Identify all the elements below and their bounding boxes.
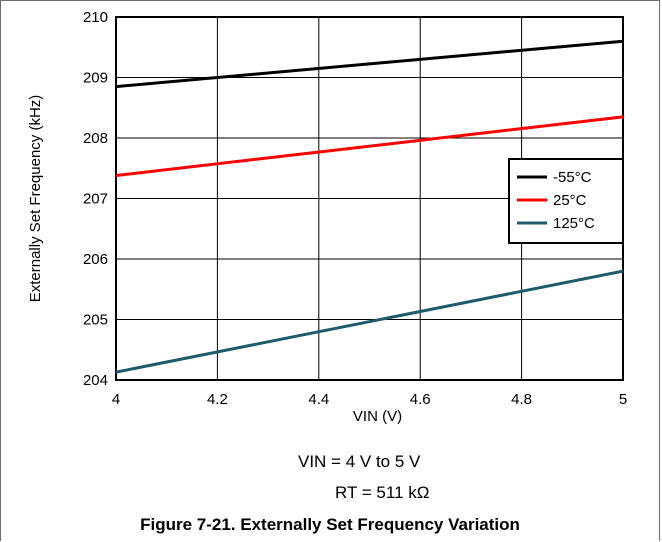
x-tick-label: 4.6 <box>410 391 431 408</box>
figure-caption: Figure 7-21. Externally Set Frequency Va… <box>140 515 520 534</box>
y-tick-labels: 204 205 206 207 208 209 210 <box>83 9 108 389</box>
legend-label: 25°C <box>553 192 587 209</box>
x-tick-label: 4.2 <box>207 391 228 408</box>
y-tick-label: 206 <box>83 251 108 268</box>
y-tick-label: 204 <box>83 372 108 389</box>
x-axis-label: VIN (V) <box>353 408 402 425</box>
series-line-1 <box>115 115 624 178</box>
frequency-chart: 4 4.2 4.4 4.6 4.8 5 204 205 206 207 208 209 210 VIN… <box>27 9 627 425</box>
vin-range-note: VIN = 4 V to 5 V <box>298 452 421 471</box>
y-tick-label: 209 <box>83 70 108 87</box>
x-tick-label: 4.8 <box>511 391 532 408</box>
y-tick-label: 207 <box>83 191 108 208</box>
y-tick-label: 210 <box>83 9 108 26</box>
y-tick-label: 208 <box>83 130 108 147</box>
x-tick-label: 4 <box>112 391 120 408</box>
series-line-0 <box>115 39 624 89</box>
series-line-2 <box>115 269 624 374</box>
legend-label: -55°C <box>553 169 592 186</box>
y-axis-label: Externally Set Frequency (kHz) <box>27 95 44 303</box>
series-lines <box>115 39 624 374</box>
x-tick-labels: 4 4.2 4.4 4.6 4.8 5 <box>112 391 627 408</box>
y-tick-label: 205 <box>83 312 108 329</box>
x-tick-label: 4.4 <box>308 391 329 408</box>
x-tick-label: 5 <box>619 391 627 408</box>
legend: -55°C 25°C 125°C <box>508 158 624 244</box>
legend-label: 125°C <box>553 215 595 232</box>
rt-value-note: RT = 511 kΩ <box>335 483 430 502</box>
